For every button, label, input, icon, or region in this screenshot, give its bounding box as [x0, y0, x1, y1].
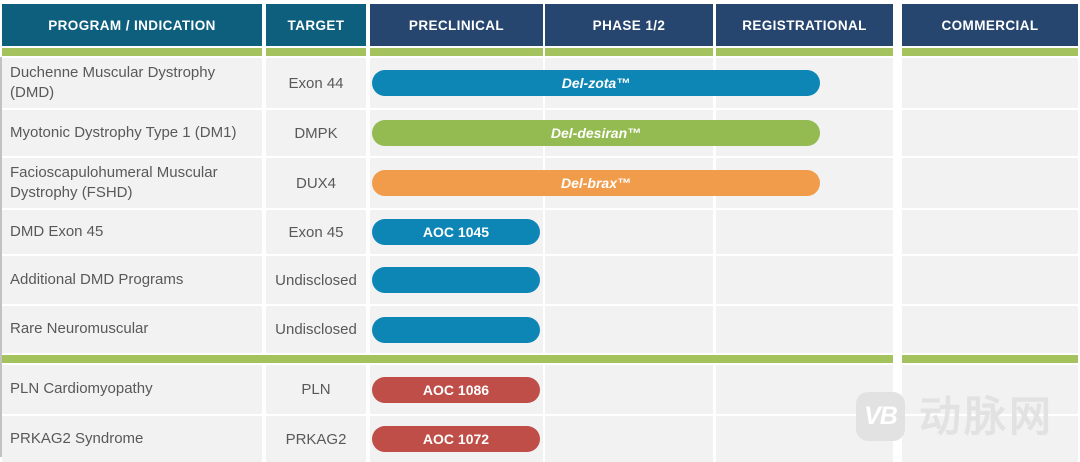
- phase-track: Del-zota™: [370, 58, 1078, 108]
- column-header-phase12: PHASE 1/2: [545, 4, 713, 46]
- phase-cell-commercial: [902, 158, 1078, 208]
- table-row: Additional DMD Programs Undisclosed: [2, 256, 1078, 304]
- phase-cell-phase12: [545, 365, 713, 414]
- table-row: PLN Cardiomyopathy PLN AOC 1086: [2, 365, 1078, 414]
- phase-cell-registrational: [716, 210, 893, 254]
- pipeline-bar: [372, 316, 540, 343]
- program-cell: Rare Neuromuscular: [2, 306, 262, 353]
- phase-track: AOC 1086: [370, 365, 1078, 414]
- program-cell: Duchenne Muscular Dystrophy (DMD): [2, 58, 262, 108]
- rule-segment: [545, 48, 713, 56]
- phase-cell-registrational: [716, 306, 893, 353]
- section-separator-rule: [2, 355, 1078, 363]
- table-row: Duchenne Muscular Dystrophy (DMD) Exon 4…: [2, 58, 1078, 108]
- phase-cell-commercial: [902, 256, 1078, 304]
- target-cell: PLN: [266, 365, 366, 414]
- header-green-rule: [2, 48, 1078, 56]
- rule-segment: [370, 48, 543, 56]
- table-row: Rare Neuromuscular Undisclosed: [2, 306, 1078, 353]
- program-cell: PLN Cardiomyopathy: [2, 365, 262, 414]
- header-row: PROGRAM / INDICATION TARGET PRECLINICAL …: [2, 4, 1078, 46]
- rule-segment: [902, 48, 1078, 56]
- table-row: DMD Exon 45 Exon 45 AOC 1045: [2, 210, 1078, 254]
- pipeline-bar: [372, 267, 540, 293]
- program-cell: PRKAG2 Syndrome: [2, 416, 262, 462]
- phase-track: [370, 306, 1078, 353]
- target-cell: Exon 44: [266, 58, 366, 108]
- phase-cell-phase12: [545, 210, 713, 254]
- phase-cell-phase12: [545, 306, 713, 353]
- watermark: VB 动脉网: [856, 392, 1054, 441]
- table-row: Facioscapulohumeral Muscular Dystrophy (…: [2, 158, 1078, 208]
- phase-cell-commercial: [902, 416, 1078, 462]
- phase-cell-commercial: [902, 365, 1078, 414]
- column-header-program: PROGRAM / INDICATION: [2, 4, 262, 46]
- column-header-registrational: REGISTRATIONAL: [716, 4, 893, 46]
- phase-cell-phase12: [545, 256, 713, 304]
- pipeline-bar: AOC 1045: [372, 219, 540, 245]
- program-cell: Myotonic Dystrophy Type 1 (DM1): [2, 110, 262, 156]
- phase-track: AOC 1072: [370, 416, 1078, 462]
- pipeline-bar: Del-desiran™: [372, 120, 820, 146]
- column-header-commercial: COMMERCIAL: [902, 4, 1078, 46]
- rule-segment: [2, 355, 893, 363]
- target-cell: DMPK: [266, 110, 366, 156]
- phase-cell-commercial: [902, 306, 1078, 353]
- screenshot-edge-artifact: [0, 57, 2, 457]
- vb-logo-icon: VB: [856, 392, 905, 441]
- pipeline-bar: AOC 1086: [372, 376, 540, 403]
- pipeline-bar: AOC 1072: [372, 426, 540, 452]
- phase-cell-commercial: [902, 110, 1078, 156]
- phase-track: Del-desiran™: [370, 110, 1078, 156]
- table-row: PRKAG2 Syndrome PRKAG2 AOC 1072: [2, 416, 1078, 462]
- pipeline-bar: Del-zota™: [372, 70, 820, 96]
- column-header-preclinical: PRECLINICAL: [370, 4, 543, 46]
- phase-cell-commercial: [902, 58, 1078, 108]
- phase-track: [370, 256, 1078, 304]
- target-cell: DUX4: [266, 158, 366, 208]
- target-cell: Exon 45: [266, 210, 366, 254]
- rule-segment: [716, 48, 893, 56]
- program-cell: Facioscapulohumeral Muscular Dystrophy (…: [2, 158, 262, 208]
- phase-cell-commercial: [902, 210, 1078, 254]
- target-cell: PRKAG2: [266, 416, 366, 462]
- phase-cell-phase12: [545, 416, 713, 462]
- target-cell: Undisclosed: [266, 306, 366, 353]
- target-cell: Undisclosed: [266, 256, 366, 304]
- pipeline-bar: Del-brax™: [372, 170, 820, 196]
- program-cell: DMD Exon 45: [2, 210, 262, 254]
- watermark-text: 动脉网: [919, 392, 1055, 440]
- rule-segment: [902, 355, 1078, 363]
- column-header-target: TARGET: [266, 4, 366, 46]
- phase-track: Del-brax™: [370, 158, 1078, 208]
- program-cell: Additional DMD Programs: [2, 256, 262, 304]
- rule-segment: [266, 48, 366, 56]
- phase-cell-registrational: [716, 256, 893, 304]
- rule-segment: [2, 48, 262, 56]
- phase-track: AOC 1045: [370, 210, 1078, 254]
- table-row: Myotonic Dystrophy Type 1 (DM1) DMPK Del…: [2, 110, 1078, 156]
